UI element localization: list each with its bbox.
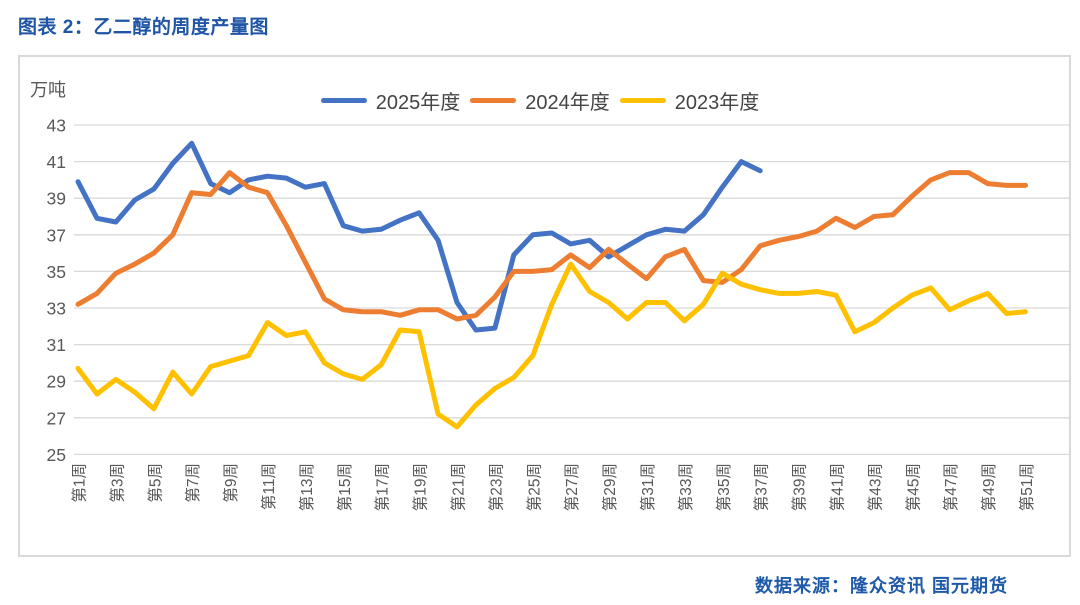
x-axis-tick-label: 第23周 <box>487 463 505 511</box>
y-axis-tick-label: 27 <box>47 408 66 428</box>
legend-label-2024: 2024年度 <box>525 92 610 114</box>
data-source-note: 数据来源：隆众资讯 国元期货 <box>755 576 1008 596</box>
y-axis-tick-label: 31 <box>47 335 66 355</box>
y-axis-tick-label: 35 <box>47 262 66 282</box>
legend-line-swatch-2024 <box>470 98 517 103</box>
x-axis-tick-label: 第5周 <box>146 463 164 503</box>
y-axis-tick-label: 39 <box>47 189 66 209</box>
legend-item-2025: 2025年度 <box>320 86 461 115</box>
x-axis-tick-label: 第17周 <box>374 463 392 511</box>
y-axis-tick-label: 33 <box>47 299 66 319</box>
y-axis-tick-label: 25 <box>47 445 66 465</box>
x-axis-tick-label: 第1周 <box>71 463 89 503</box>
x-axis-tick-label: 第47周 <box>942 463 960 511</box>
x-axis-tick-label: 第51周 <box>1018 463 1036 511</box>
chart-legend: 2025年度 2024年度 2023年度 <box>0 86 1080 115</box>
x-axis-tick-label: 第19周 <box>412 463 430 511</box>
x-axis-tick-label: 第37周 <box>753 463 771 511</box>
x-axis-tick-label: 第21周 <box>450 463 468 511</box>
series-line-2025年度 <box>75 140 763 333</box>
x-axis-tick-label: 第25周 <box>525 463 543 511</box>
x-axis-tick-label: 第49周 <box>980 463 998 511</box>
x-axis-tick-label: 第3周 <box>108 463 126 503</box>
x-axis-tick-label: 第13周 <box>298 463 316 511</box>
x-axis-tick-label: 第41周 <box>829 463 847 511</box>
x-axis-tick-label: 第43周 <box>866 463 884 511</box>
x-axis-tick-label: 第7周 <box>184 463 202 503</box>
legend-line-swatch-2023 <box>619 98 666 103</box>
y-axis-tick-label: 37 <box>47 225 66 245</box>
legend-label-2025: 2025年度 <box>375 92 461 114</box>
y-axis-tick-label: 29 <box>47 372 66 392</box>
x-axis-tick-label: 第29周 <box>601 463 619 511</box>
x-axis-tick-label: 第31周 <box>639 463 657 511</box>
x-axis-tick-label: 第35周 <box>715 463 733 511</box>
legend-item-2023: 2023年度 <box>619 86 760 115</box>
series-line-2023年度 <box>75 261 1028 430</box>
legend-item-2024: 2024年度 <box>470 86 610 115</box>
legend-label-2023: 2023年度 <box>674 92 760 114</box>
x-axis-tick-label: 第15周 <box>336 463 354 511</box>
y-axis-tick-label: 43 <box>47 116 66 136</box>
series-line-2024年度 <box>75 170 1028 322</box>
legend-line-swatch-2025 <box>320 98 367 103</box>
x-axis-tick-label: 第45周 <box>904 463 922 511</box>
chart-title: 图表 2：乙二醇的周度产量图 <box>18 17 269 38</box>
x-axis-tick-label: 第39周 <box>791 463 809 511</box>
x-axis-tick-label: 第9周 <box>222 463 240 503</box>
x-axis-tick-label: 第27周 <box>563 463 581 511</box>
y-axis-tick-label: 41 <box>47 152 66 172</box>
y-axis-unit-label: 万吨 <box>30 80 66 100</box>
x-axis-tick-label: 第11周 <box>260 463 278 510</box>
x-axis-tick-label: 第33周 <box>677 463 695 511</box>
